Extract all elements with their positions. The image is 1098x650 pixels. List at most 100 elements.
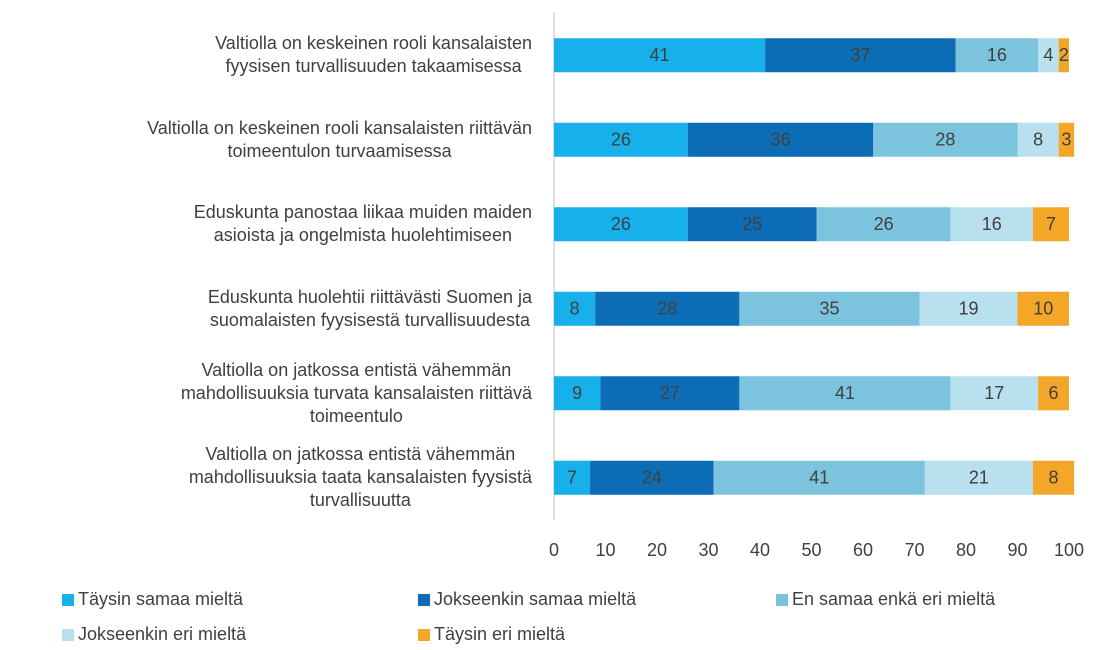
- value-label: 35: [820, 299, 840, 319]
- bar-segment: [873, 122, 1018, 157]
- bar-segment: [1017, 291, 1069, 326]
- category-text: Valtiolla on jatkossa entistä vähemmän m…: [180, 359, 532, 426]
- legend-item: Täysin samaa mieltä: [62, 589, 243, 610]
- x-tick-label: 20: [647, 540, 667, 560]
- value-label: 19: [959, 299, 979, 319]
- x-tick-label: 80: [956, 540, 976, 560]
- bar-segment: [950, 207, 1033, 242]
- category-label: Eduskunta huolehtii riittävästi Suomen j…: [0, 267, 532, 351]
- bar-segment: [554, 207, 688, 242]
- x-tick-label: 50: [801, 540, 821, 560]
- legend-swatch: [776, 593, 788, 606]
- bar-segment: [739, 376, 951, 411]
- value-label: 25: [742, 214, 762, 234]
- value-label: 17: [984, 383, 1004, 403]
- value-label: 28: [657, 299, 677, 319]
- value-label: 24: [642, 468, 662, 488]
- value-label: 37: [850, 45, 870, 65]
- legend-swatch: [418, 628, 430, 641]
- x-tick-label: 30: [698, 540, 718, 560]
- category-label: Valtiolla on keskeinen rooli kansalaiste…: [0, 13, 532, 97]
- value-label: 16: [987, 45, 1007, 65]
- bar-segment: [687, 207, 817, 242]
- value-label: 41: [809, 468, 829, 488]
- bar-segment: [713, 460, 925, 495]
- bar-segment: [919, 291, 1018, 326]
- bar-segment: [816, 207, 951, 242]
- bar-segment: [595, 291, 740, 326]
- value-label: 26: [611, 130, 631, 150]
- bar-segment: [1058, 122, 1075, 157]
- bar-segment: [1017, 122, 1059, 157]
- bar-segment: [1032, 460, 1075, 495]
- value-label: 8: [570, 299, 580, 319]
- legend-item: Jokseenkin eri mieltä: [62, 624, 246, 645]
- bar-segment: [1032, 207, 1069, 242]
- value-label: 7: [567, 468, 577, 488]
- bar-segment: [924, 460, 1033, 495]
- category-label: Valtiolla on jatkossa entistä vähemmän m…: [0, 351, 532, 435]
- value-label: 10: [1033, 299, 1053, 319]
- x-tick-label: 70: [904, 540, 924, 560]
- value-label: 6: [1049, 383, 1059, 403]
- bar-segment: [1058, 38, 1069, 73]
- x-tick-label: 90: [1007, 540, 1027, 560]
- x-tick-label: 40: [750, 540, 770, 560]
- bar-segment: [955, 38, 1039, 73]
- value-label: 26: [611, 214, 631, 234]
- bar-segment: [554, 38, 766, 73]
- bar-segment: [554, 291, 596, 326]
- x-tick-label: 0: [549, 540, 559, 560]
- bar-segment: [554, 460, 591, 495]
- legend-item: Jokseenkin samaa mieltä: [418, 589, 636, 610]
- legend-label: Jokseenkin samaa mieltä: [434, 589, 637, 609]
- legend-swatch: [62, 628, 74, 641]
- value-label: 27: [660, 383, 680, 403]
- legend-label: Jokseenkin eri mieltä: [78, 624, 247, 644]
- value-label: 8: [1049, 468, 1059, 488]
- bar-segment: [765, 38, 956, 73]
- legend-label: Täysin eri mieltä: [434, 624, 566, 644]
- category-text: Eduskunta panostaa liikaa muiden maiden …: [193, 202, 532, 245]
- category-label: Valtiolla on jatkossa entistä vähemmän m…: [0, 436, 532, 520]
- bar-segment: [687, 122, 874, 157]
- category-text: Eduskunta huolehtii riittävästi Suomen j…: [207, 286, 532, 330]
- value-label: 8: [1033, 130, 1043, 150]
- value-label: 3: [1061, 130, 1071, 150]
- legend-label: Täysin samaa mieltä: [78, 589, 244, 609]
- value-label: 28: [935, 130, 955, 150]
- x-tick-label: 10: [595, 540, 615, 560]
- value-label: 4: [1043, 45, 1053, 65]
- value-label: 16: [982, 214, 1002, 234]
- category-text: Valtiolla on keskeinen rooli kansalaiste…: [147, 117, 532, 161]
- legend-swatch: [418, 593, 430, 606]
- x-tick-label: 100: [1054, 540, 1084, 560]
- legend-item: En samaa enkä eri mieltä: [776, 589, 995, 610]
- legend-item: Täysin eri mieltä: [418, 624, 565, 645]
- value-label: 9: [572, 383, 582, 403]
- bar-segment: [1038, 376, 1069, 411]
- bar-segment: [739, 291, 920, 326]
- legend-label: En samaa enkä eri mieltä: [792, 589, 996, 609]
- category-text: Valtiolla on keskeinen rooli kansalaiste…: [215, 33, 532, 76]
- category-text: Valtiolla on jatkossa entistä vähemmän m…: [188, 444, 532, 510]
- bar-segment: [554, 122, 688, 157]
- bar-segment: [950, 376, 1039, 411]
- bar-segment: [600, 376, 740, 411]
- bar-segment: [590, 460, 714, 495]
- category-label: Valtiolla on keskeinen rooli kansalaiste…: [0, 98, 532, 182]
- value-label: 41: [835, 383, 855, 403]
- category-label: Eduskunta panostaa liikaa muiden maiden …: [0, 182, 532, 266]
- value-label: 36: [771, 130, 791, 150]
- value-label: 2: [1059, 45, 1069, 65]
- value-label: 7: [1046, 214, 1056, 234]
- x-tick-label: 60: [853, 540, 873, 560]
- bar-segment: [554, 376, 601, 411]
- value-label: 21: [969, 468, 989, 488]
- value-label: 41: [650, 45, 670, 65]
- bar-segment: [1038, 38, 1059, 73]
- value-label: 26: [874, 214, 894, 234]
- legend-swatch: [62, 593, 74, 606]
